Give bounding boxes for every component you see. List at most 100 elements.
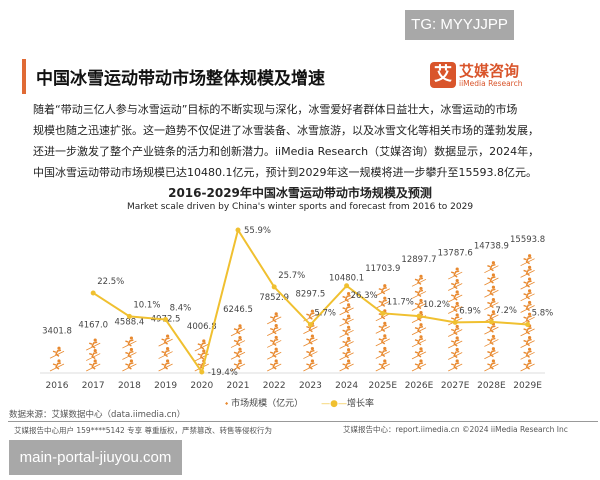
skier-icon: [267, 347, 282, 360]
skier-icon: ⬩: [225, 399, 229, 409]
growth-label: 11.7%: [387, 297, 414, 307]
paragraph-line: 规模也随之迅速扩张。这一趋势不仅促进了冰雪装备、冰雪旅游，以及冰雪文化等相关市场…: [33, 124, 539, 137]
skier-icon: [520, 289, 535, 302]
skier-icon: [86, 338, 101, 351]
skier-icon: [375, 334, 390, 347]
skier-icon: [411, 359, 427, 372]
x-tick-label: 2022: [263, 381, 286, 391]
logo: 艾 艾媒咨询 iiMedia Research: [430, 60, 522, 92]
growth-label: 25.7%: [278, 271, 305, 281]
growth-point: [126, 313, 132, 319]
growth-label: 8.4%: [170, 304, 192, 314]
skier-icon: [339, 314, 354, 327]
skier-icon: [86, 359, 101, 372]
skier-icon: [520, 347, 535, 360]
x-tick-label: 2025E: [369, 381, 398, 391]
skier-icon: [303, 359, 318, 372]
growth-point: [525, 321, 531, 327]
legend-label: 市场规模（亿元）: [231, 399, 304, 409]
bar-value-label: 4588.4: [115, 318, 145, 328]
skier-icon: [267, 324, 282, 337]
bar-value-label: 8297.5: [296, 290, 326, 300]
x-tick-label: 2017: [82, 381, 105, 391]
legend-item-market: ⬩ 市场规模（亿元）: [225, 396, 303, 409]
x-tick-label: 2021: [227, 381, 250, 391]
x-tick-label: 2027E: [441, 381, 470, 391]
skier-icon: [484, 285, 499, 298]
line-marker-icon: —●—: [321, 399, 347, 409]
skier-icon: [484, 297, 499, 310]
skier-icon: [411, 323, 427, 336]
x-tick-label: 2028E: [477, 381, 506, 391]
growth-point: [488, 319, 494, 325]
data-source: 数据来源：艾媒数据中心（data.iimedia.cn）: [9, 410, 186, 420]
growth-label: -19.4%: [208, 368, 238, 378]
growth-label: 10.2%: [423, 300, 450, 310]
paragraph-line: 还进一步激发了整个产业链条的活力和创新潜力。iiMedia Research（艾…: [33, 145, 540, 158]
skier-icon: [158, 359, 173, 372]
page-title: 中国冰雪运动带动市场整体规模及增速: [36, 69, 325, 89]
skier-icon: [448, 336, 463, 349]
skier-icon: [375, 284, 390, 297]
footer-right: 艾媒报告中心：report.iimedia.cn ©2024 iiMedia R…: [343, 425, 568, 434]
bar-value-label: 10480.1: [329, 273, 364, 283]
skier-icon: [230, 324, 246, 337]
skier-icon: [194, 339, 209, 352]
growth-point: [163, 317, 169, 323]
skier-icon: [448, 324, 463, 337]
skier-icon: [520, 254, 535, 267]
footer-left: 艾媒报告中心用户 159****5142 专享 尊重版权，严禁篡改、转售等侵权行…: [14, 426, 273, 435]
bar: [122, 336, 137, 372]
bar: [267, 312, 282, 372]
x-tick-label: 2029E: [513, 381, 542, 391]
logo-mark: 艾: [430, 62, 456, 88]
skier-icon: [411, 298, 427, 311]
bar: [86, 338, 101, 372]
bar: [49, 346, 65, 372]
growth-point: [90, 290, 96, 296]
skier-icon: [411, 335, 427, 348]
bar: [411, 274, 427, 372]
skier-icon: [230, 347, 246, 360]
skier-icon: [122, 347, 137, 360]
bar-value-label: 3401.8: [42, 326, 72, 336]
watermark-badge: TG: MYYJJPP: [405, 10, 514, 40]
x-tick-label: 2019: [154, 381, 177, 391]
growth-label: 55.9%: [244, 226, 271, 236]
skier-icon: [520, 277, 535, 290]
bar-value-label: 4006.8: [187, 322, 217, 332]
divider: [8, 421, 598, 422]
skier-icon: [375, 346, 390, 359]
skier-icon: [520, 312, 535, 325]
title-accent-bar: [22, 59, 26, 94]
skier-icon: [339, 348, 354, 361]
skier-icon: [411, 286, 427, 299]
skier-icon: [303, 346, 318, 359]
intro-paragraph: 随着“带动三亿人参与冰雪运动”目标的不断实现与深化，冰雪爱好者群体日益壮大，冰雪…: [33, 99, 540, 183]
skier-icon: [375, 296, 390, 309]
growth-point: [307, 322, 313, 328]
x-tick-label: 2026E: [405, 381, 434, 391]
skier-icon: [339, 336, 354, 349]
legend-item-growth: —●—增长率: [321, 396, 374, 409]
bar: [158, 334, 173, 372]
skier-icon: [339, 292, 354, 304]
growth-point: [380, 310, 386, 316]
skier-icon: [484, 261, 499, 274]
bar: [484, 261, 499, 372]
skier-icon: [230, 335, 246, 348]
skier-icon: [122, 336, 137, 349]
growth-point: [235, 227, 241, 233]
skier-icon: [339, 359, 354, 372]
skier-icon: [411, 347, 427, 360]
skier-icon: [520, 336, 535, 348]
skier-icon: [49, 359, 65, 372]
skier-icon: [411, 274, 427, 287]
skier-icon: [448, 301, 463, 314]
skier-icon: [375, 359, 390, 372]
skier-icon: [484, 359, 499, 372]
skier-icon: [375, 321, 390, 334]
skier-icon: [520, 300, 535, 313]
skier-icon: [49, 346, 65, 359]
